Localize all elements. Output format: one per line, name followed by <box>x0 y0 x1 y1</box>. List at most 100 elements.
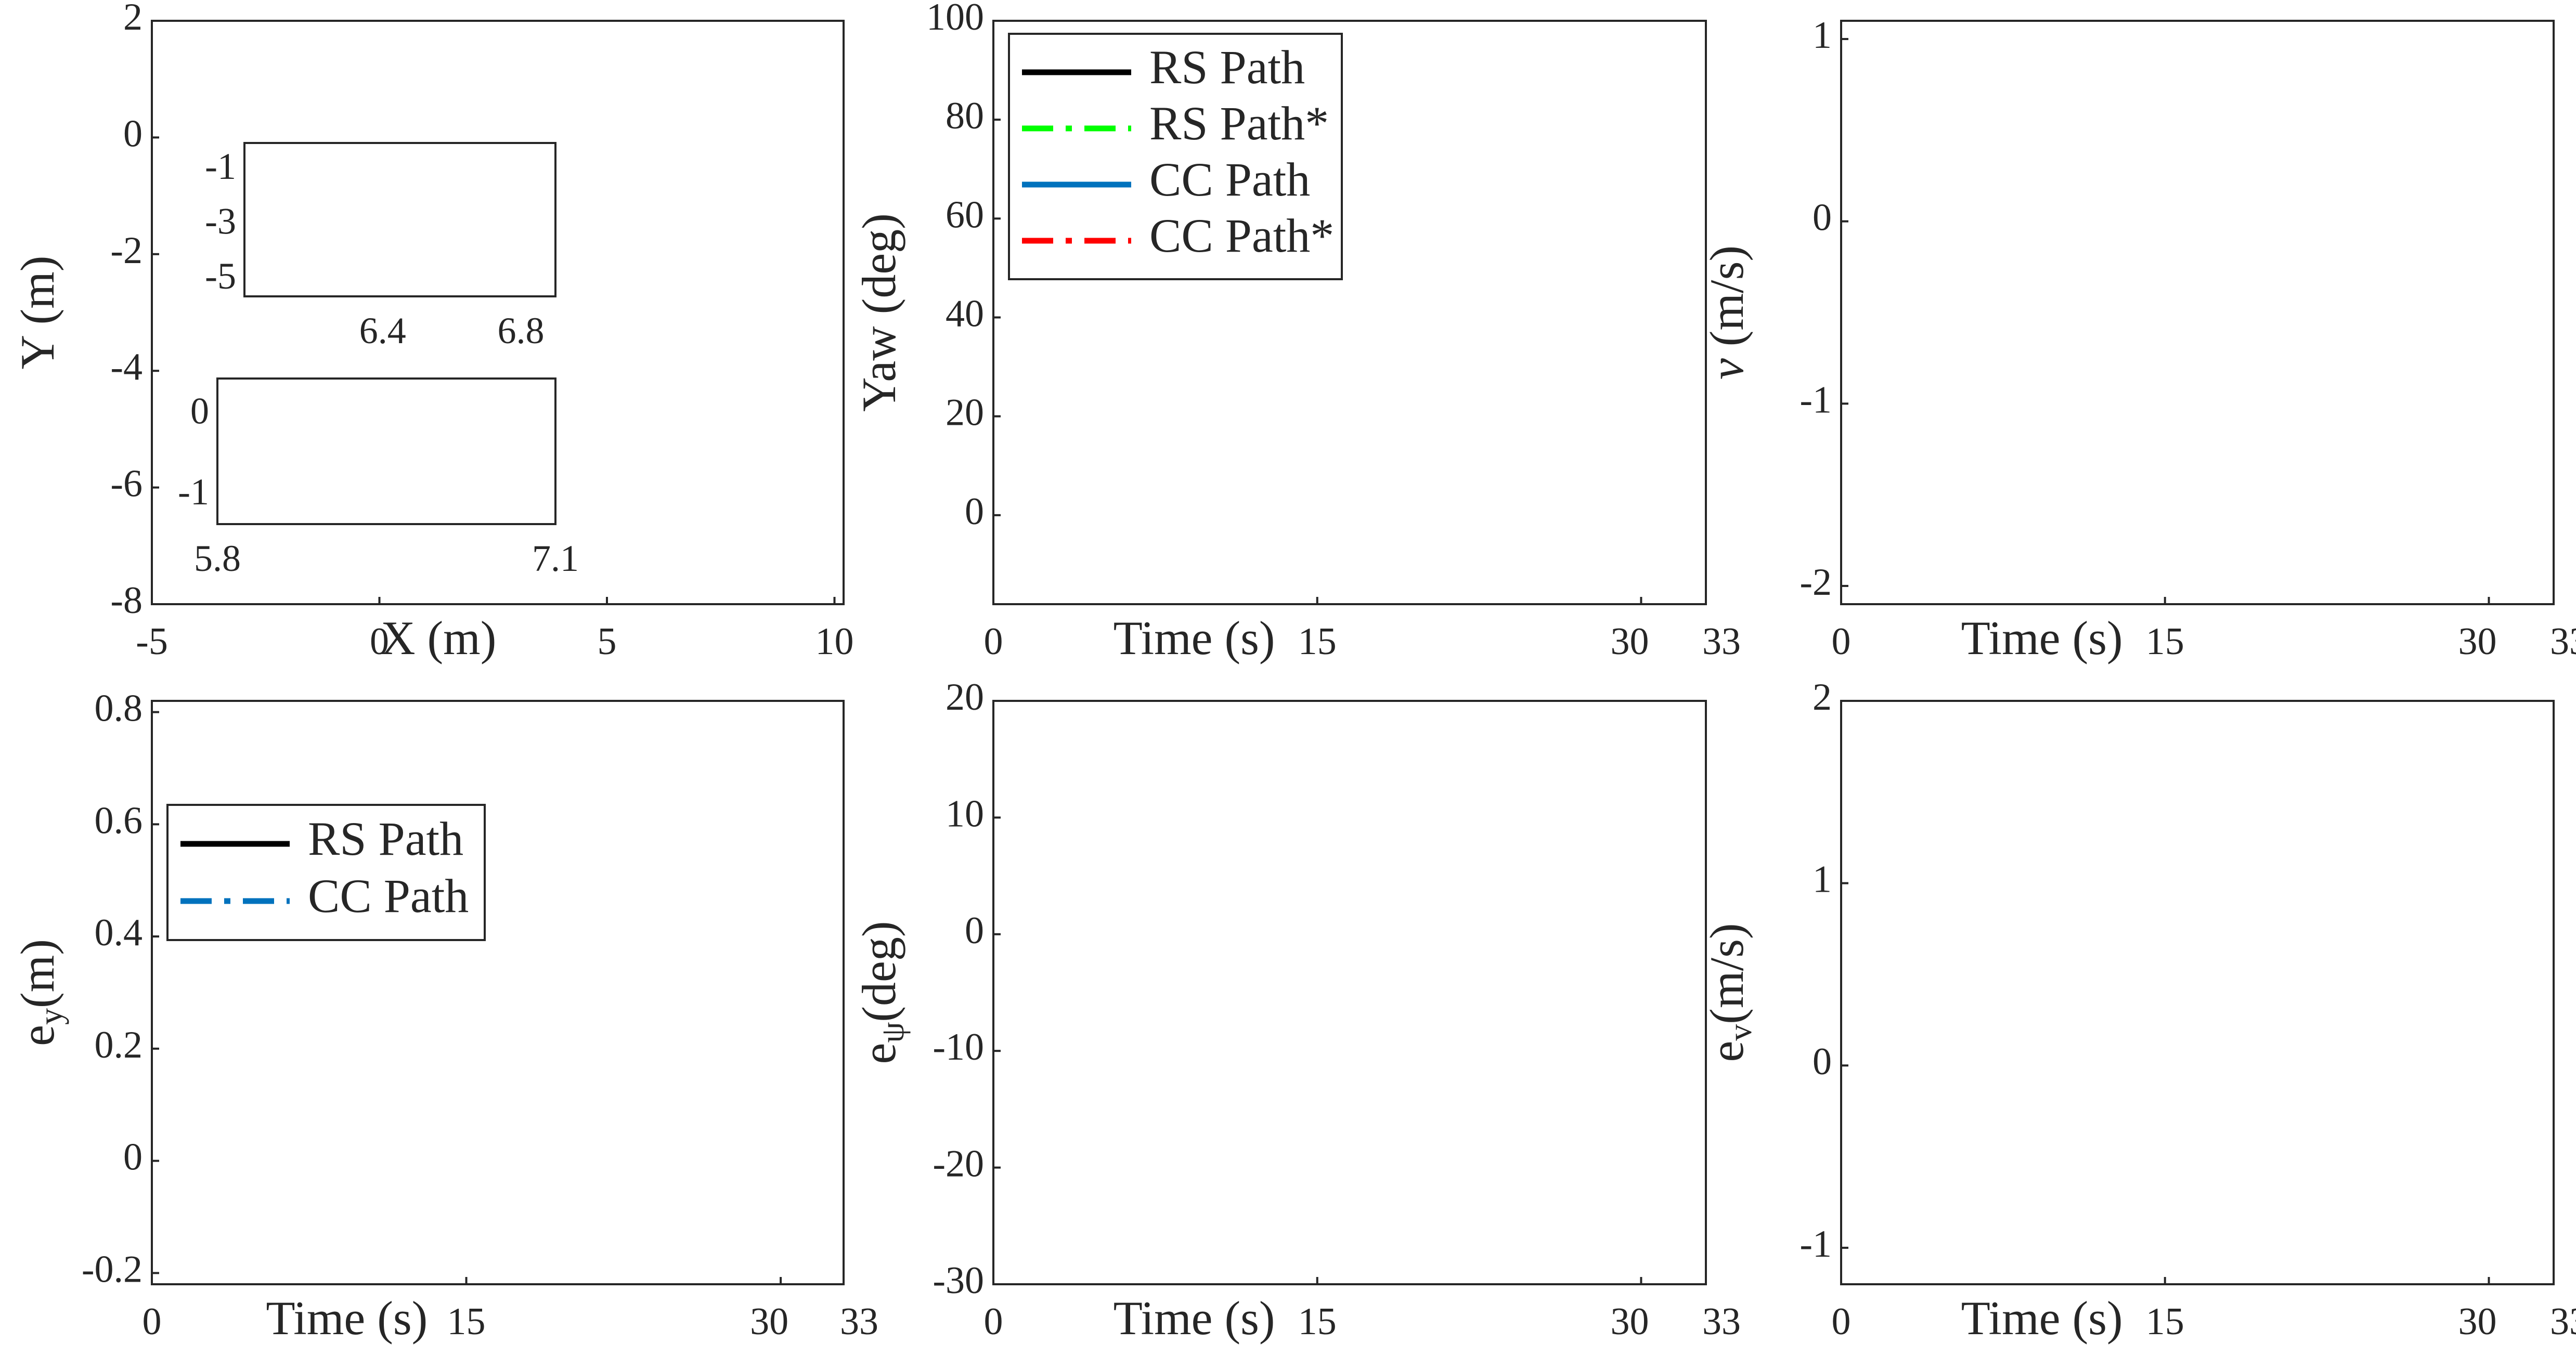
x-axis-label: Time (s) <box>1961 1292 2123 1345</box>
inset-y-tick-label: -5 <box>205 255 236 297</box>
y-tick-label: -2 <box>110 229 143 272</box>
x-axis-label: Time (s) <box>266 1292 428 1345</box>
inset-frame <box>216 377 556 525</box>
inset-1: 6.4 6.8 -1 -3 -5 <box>205 142 556 351</box>
y-tick-label: 0 <box>123 112 143 155</box>
x-tick-label: 33 <box>1702 1300 1741 1343</box>
legend-label: RS Path <box>308 812 463 865</box>
y-tick-label: 20 <box>946 676 984 719</box>
y-tick-label: -0.2 <box>82 1248 143 1290</box>
x-tick-label: 15 <box>447 1300 486 1343</box>
y-tick-label: 80 <box>946 95 984 137</box>
x-tick-label: 0 <box>1832 1300 1851 1343</box>
y-tick-label: -1 <box>1800 379 1832 421</box>
legend-label: CC Path <box>308 869 469 922</box>
axes-frame <box>992 700 1707 1285</box>
panel-yaw: 0 15 30 33 0 20 40 60 80 100 Time (s) Yaw (deg) RS P… <box>852 0 1741 664</box>
y-tick-label: 0 <box>123 1136 143 1179</box>
y-axis-label: Yaw (deg) <box>852 213 905 412</box>
legend-label: CC Path <box>1149 153 1310 206</box>
y-tick-label: -30 <box>933 1259 984 1302</box>
y-tick-label: -20 <box>933 1143 984 1185</box>
y-tick-label: 10 <box>946 792 984 835</box>
inset-y-tick-label: -3 <box>205 201 236 242</box>
y-tick-label: -2 <box>1800 561 1832 604</box>
y-tick-label: 100 <box>926 0 984 38</box>
axes-frame <box>1840 20 2555 605</box>
panel-v: 0 15 30 33 -2 -1 0 1 Time (s) v (m/s) <box>1700 14 2576 664</box>
inset-x-tick-label: 5.8 <box>194 538 241 579</box>
y-tick-label: -1 <box>1800 1223 1832 1266</box>
y-tick-label: 0.8 <box>95 687 143 730</box>
x-tick-label: 0 <box>1832 620 1851 663</box>
x-tick-label: 30 <box>750 1300 788 1343</box>
x-tick-label: 15 <box>1298 1300 1337 1343</box>
x-tick-label: 30 <box>1610 620 1649 663</box>
x-axis-label: X (m) <box>381 611 496 664</box>
x-axis-label: Time (s) <box>1114 1292 1275 1345</box>
y-tick-label: 0 <box>965 490 984 533</box>
x-tick-label: 30 <box>1610 1300 1649 1343</box>
y-tick-label: 0.4 <box>95 911 143 954</box>
x-tick-label: 33 <box>2550 620 2576 663</box>
inset-y-tick-label: -1 <box>178 471 209 513</box>
y-tick-label: 0 <box>965 909 984 952</box>
y-tick-label: 0 <box>1813 197 1832 239</box>
y-axis-label: Y (m) <box>11 256 64 370</box>
y-tick-label: 60 <box>946 193 984 236</box>
y-tick-label: 1 <box>1813 858 1832 901</box>
inset-x-tick-label: 6.8 <box>498 310 545 351</box>
x-tick-label: 5 <box>598 620 617 663</box>
x-axis-label: Time (s) <box>1114 611 1275 664</box>
x-tick-label: 15 <box>2146 1300 2184 1343</box>
y-tick-label: -4 <box>110 346 143 388</box>
legend-label: CC Path* <box>1149 209 1334 262</box>
y-tick-label: 0.2 <box>95 1024 143 1066</box>
x-tick-label: 10 <box>815 620 854 663</box>
x-tick-label: 33 <box>1702 620 1741 663</box>
axes-frame <box>1840 700 2555 1285</box>
axes-frame <box>151 700 845 1285</box>
x-tick-label: -5 <box>136 620 168 663</box>
y-tick-label: 0 <box>1813 1040 1832 1083</box>
x-tick-label: 0 <box>984 1300 1003 1343</box>
inset-x-tick-label: 7.1 <box>532 538 579 579</box>
y-axis-label: ev(m/s) <box>1700 923 1758 1062</box>
y-tick-label: 40 <box>946 292 984 335</box>
x-tick-label: 30 <box>2458 620 2496 663</box>
x-tick-label: 0 <box>143 1300 162 1343</box>
y-tick-label: -10 <box>933 1026 984 1068</box>
x-tick-label: 30 <box>2458 1300 2496 1343</box>
legend-label: RS Path <box>1149 41 1305 94</box>
legend-box <box>166 804 486 941</box>
inset-y-tick-label: 0 <box>190 390 209 432</box>
y-tick-label: 0.6 <box>95 799 143 842</box>
x-tick-label: 15 <box>2146 620 2184 663</box>
x-tick-label: 33 <box>2550 1300 2576 1343</box>
y-tick-label: 2 <box>123 0 143 38</box>
inset-x-tick-label: 6.4 <box>359 310 406 351</box>
y-tick-label: 1 <box>1813 14 1832 57</box>
y-axis-label: v (m/s) <box>1700 245 1753 380</box>
legend-label: RS Path* <box>1149 97 1329 150</box>
y-tick-label: -6 <box>110 463 143 505</box>
x-tick-label: 33 <box>840 1300 878 1343</box>
y-tick-label: -8 <box>110 579 143 622</box>
x-tick-label: 0 <box>984 620 1003 663</box>
inset-frame <box>243 142 556 297</box>
inset-2: 5.8 7.1 0 -1 <box>178 377 579 579</box>
x-tick-label: 15 <box>1298 620 1337 663</box>
y-tick-label: 20 <box>946 392 984 434</box>
y-tick-label: 2 <box>1813 676 1832 719</box>
y-axis-label: ey(m) <box>11 939 69 1046</box>
x-axis-label: Time (s) <box>1961 611 2123 664</box>
inset-y-tick-label: -1 <box>205 146 236 187</box>
x-tick-label: 0 <box>370 620 389 663</box>
